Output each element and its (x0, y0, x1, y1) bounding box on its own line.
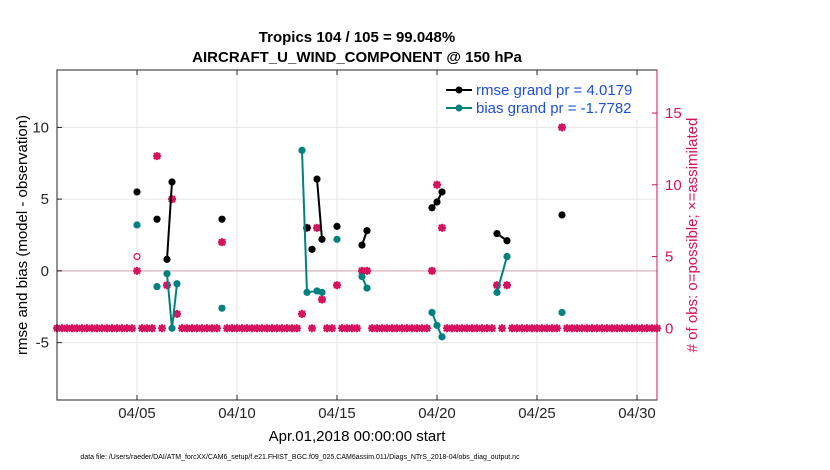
bias-point (173, 280, 181, 288)
rmse-point (363, 227, 371, 235)
bias-point (163, 270, 171, 278)
y-right-tick-label: 10 (665, 177, 682, 194)
rmse-series-line (166, 181, 173, 260)
obs-assimilated-marker (293, 324, 301, 333)
y-left-tick-label: 5 (41, 191, 49, 208)
rmse-point (153, 215, 161, 223)
obs-assimilated-marker (488, 324, 496, 333)
obs-assimilated-marker (558, 123, 566, 132)
legend-rmse-label: rmse grand pr = 4.0179 (476, 82, 632, 99)
bias-point (558, 308, 566, 317)
rmse-point (163, 255, 171, 263)
y-axis-left-title: rmse and bias (model - observation) (14, 115, 31, 355)
bias-point (153, 283, 161, 291)
rmse-point (503, 237, 511, 245)
rmse-point (168, 178, 176, 186)
bias-point (433, 321, 441, 329)
obs-assimilated-marker (213, 324, 221, 333)
bias-point (363, 284, 371, 292)
chart-title-line1: Tropics 104 / 105 = 99.048% (259, 29, 455, 46)
rmse-point (318, 235, 326, 243)
rmse-point (438, 188, 446, 196)
obs-assimilated-marker (503, 281, 511, 290)
y-axis-right-title: # of obs: o=possible; ×=assimilated (684, 118, 701, 353)
obs-assimilated-marker (313, 223, 321, 232)
bias-point (318, 288, 326, 296)
bias-point (218, 304, 226, 312)
obs-assimilated-marker (498, 324, 506, 333)
x-tick-label: 04/05 (118, 405, 156, 422)
rmse-point (133, 188, 141, 196)
rmse-series-line (316, 178, 323, 240)
legend-box (442, 78, 652, 120)
x-axis-title: Apr.01,2018 00:00:00 start (269, 428, 447, 445)
x-tick-label: 04/25 (518, 405, 556, 422)
rmse-point (218, 215, 226, 223)
bias-point (303, 288, 311, 296)
bias-point (358, 273, 366, 281)
obs-possible-marker (133, 252, 141, 261)
bias-point (333, 235, 341, 243)
legend-bias-marker (455, 104, 463, 112)
obs-assimilated-marker (353, 324, 361, 333)
legend-rmse-marker (455, 86, 463, 94)
obs-assimilated-marker (428, 266, 436, 275)
obs-assimilated-marker (423, 324, 431, 333)
obs-assimilated-marker (328, 324, 336, 333)
obs-count-layer (53, 123, 661, 333)
bias-point (503, 252, 511, 261)
bias-point (168, 324, 176, 332)
grid-layer (57, 70, 657, 400)
bias-point (428, 308, 436, 317)
bias-point (438, 333, 446, 341)
bias-series-line (496, 256, 508, 293)
rmse-point (308, 245, 316, 253)
legend-bias-label: bias grand pr = -1.7782 (476, 100, 632, 117)
obs-assimilated-marker (133, 266, 141, 275)
obs-assimilated-marker (438, 223, 446, 232)
rmse-point (333, 222, 341, 230)
y-right-tick-label: 15 (665, 105, 682, 122)
y-left-tick-label: 0 (41, 263, 49, 280)
x-tick-label: 04/15 (318, 405, 356, 422)
bias-point (298, 146, 306, 154)
obs-assimilated-marker (218, 238, 226, 247)
bias-point (493, 288, 501, 296)
y-right-tick-label: 0 (665, 320, 673, 337)
rmse-point (358, 241, 366, 249)
y-right-tick-label: 5 (665, 249, 673, 266)
legend: rmse grand pr = 4.0179 bias grand pr = -… (442, 78, 652, 120)
obs-assimilated-marker (128, 324, 136, 333)
obs-assimilated-marker (553, 324, 561, 333)
data-file-footnote: data file: /Users/raeder/DAI/ATM_forcXX/… (80, 454, 520, 461)
obs-assimilated-marker (433, 180, 441, 189)
bias-point (133, 221, 141, 229)
obs-assimilated-marker (333, 281, 341, 290)
x-tick-label: 04/20 (418, 405, 456, 422)
y-left-tick-label: 10 (32, 119, 49, 136)
obs-assimilated-marker (298, 309, 306, 318)
rmse-point (433, 198, 441, 206)
rmse-point (313, 175, 321, 183)
obs-assimilated-marker (158, 324, 166, 333)
chart-title-line2: AIRCRAFT_U_WIND_COMPONENT @ 150 hPa (192, 49, 522, 66)
tick-layer: 04/05 04/10 04/15 04/20 04/25 04/30 -5 0 5 10 0 5 10… (32, 70, 682, 422)
obs-assimilated-marker (363, 266, 371, 275)
obs-assimilated-marker (318, 295, 326, 304)
rmse-point (428, 204, 436, 212)
rmse-point (493, 229, 501, 238)
obs-assimilated-marker (153, 152, 161, 161)
y-left-tick-label: -5 (36, 335, 49, 352)
obs-assimilated-marker (148, 324, 156, 333)
obs-assimilated-marker (308, 324, 316, 333)
x-tick-label: 04/30 (618, 405, 656, 422)
series-layer (133, 146, 566, 341)
x-tick-label: 04/10 (218, 405, 256, 422)
rmse-point (558, 211, 566, 219)
